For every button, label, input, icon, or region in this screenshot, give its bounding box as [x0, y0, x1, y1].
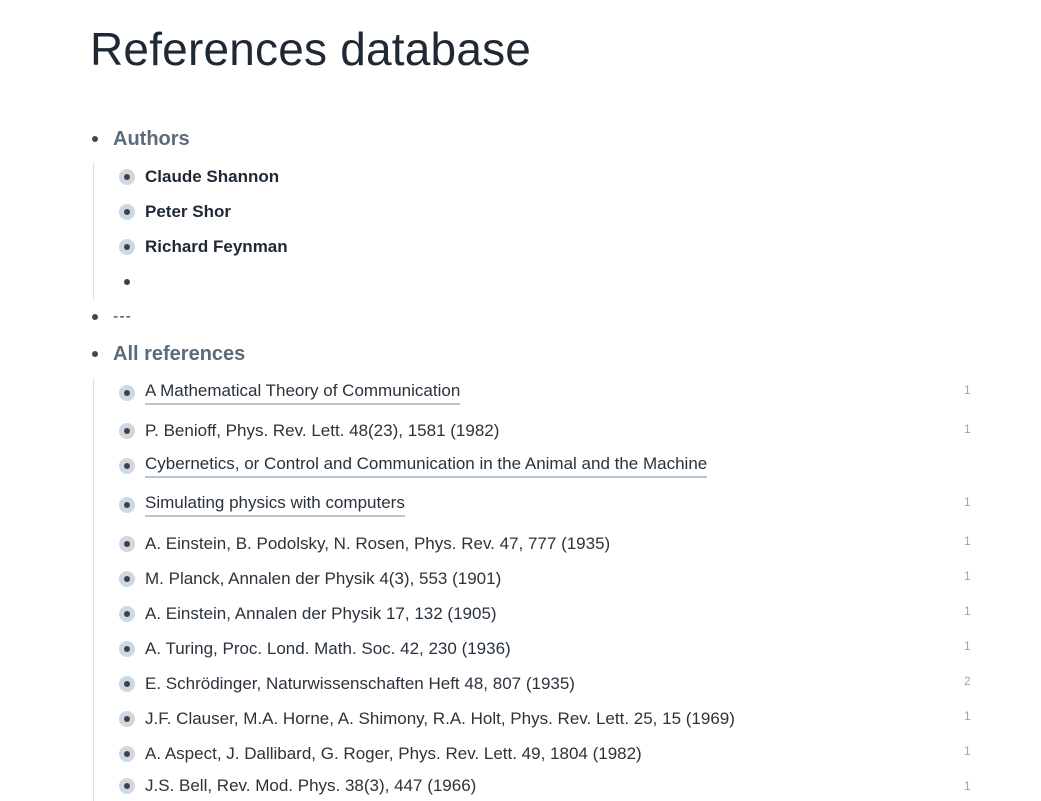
backlink-count[interactable]: 1 — [964, 744, 971, 758]
collapsed-bullet-icon[interactable] — [119, 571, 135, 587]
reference-item[interactable]: M. Planck, Annalen der Physik 4(3), 553 … — [119, 564, 501, 594]
collapsed-bullet-icon[interactable] — [119, 497, 135, 513]
section-heading-authors[interactable]: Authors — [113, 127, 190, 150]
collapsed-bullet-icon[interactable] — [119, 169, 135, 185]
bullet-icon[interactable] — [92, 314, 98, 320]
collapsed-bullet-icon[interactable] — [119, 711, 135, 727]
children-guide-line[interactable] — [93, 378, 94, 801]
reference-item[interactable]: A. Aspect, J. Dallibard, G. Roger, Phys.… — [119, 739, 642, 769]
empty-author-item[interactable] — [119, 267, 130, 297]
outline-node-authors[interactable]: Authors — [90, 127, 190, 151]
reference-text[interactable]: M. Planck, Annalen der Physik 4(3), 553 … — [145, 569, 502, 588]
author-name[interactable]: Richard Feynman — [145, 237, 288, 256]
collapsed-bullet-icon[interactable] — [119, 239, 135, 255]
backlink-count[interactable]: 1 — [964, 422, 971, 436]
reference-text[interactable]: A. Aspect, J. Dallibard, G. Roger, Phys.… — [145, 744, 642, 763]
bullet-icon[interactable] — [92, 136, 98, 142]
reference-link[interactable]: Cybernetics, or Control and Communicatio… — [145, 454, 708, 478]
author-item[interactable]: Claude Shannon — [119, 162, 279, 192]
outline-node-all-references[interactable]: All references — [90, 342, 245, 366]
backlink-count[interactable]: 1 — [964, 569, 971, 583]
reference-text[interactable]: J.S. Bell, Rev. Mod. Phys. 38(3), 447 (1… — [145, 776, 477, 795]
reference-item[interactable]: J.S. Bell, Rev. Mod. Phys. 38(3), 447 (1… — [119, 771, 476, 801]
reference-item[interactable]: A. Einstein, B. Podolsky, N. Rosen, Phys… — [119, 529, 610, 559]
reference-text[interactable]: A. Einstein, Annalen der Physik 17, 132 … — [145, 604, 497, 623]
reference-item[interactable]: E. Schrödinger, Naturwissenschaften Heft… — [119, 669, 575, 699]
children-guide-line[interactable] — [93, 162, 94, 300]
reference-text[interactable]: E. Schrödinger, Naturwissenschaften Heft… — [145, 674, 575, 693]
collapsed-bullet-icon[interactable] — [119, 746, 135, 762]
reference-item[interactable]: A Mathematical Theory of Communication — [119, 378, 461, 408]
collapsed-bullet-icon[interactable] — [119, 458, 135, 474]
backlink-count[interactable]: 1 — [964, 779, 971, 793]
reference-text[interactable]: P. Benioff, Phys. Rev. Lett. 48(23), 158… — [145, 421, 500, 440]
backlink-count[interactable]: 1 — [964, 639, 971, 653]
reference-item[interactable]: Cybernetics, or Control and Communicatio… — [119, 451, 708, 481]
author-item[interactable]: Richard Feynman — [119, 232, 288, 262]
separator-text[interactable]: --- — [113, 308, 132, 325]
reference-link[interactable]: A Mathematical Theory of Communication — [145, 381, 461, 405]
reference-item[interactable]: J.F. Clauser, M.A. Horne, A. Shimony, R.… — [119, 704, 735, 734]
section-heading-all-references[interactable]: All references — [113, 342, 246, 365]
collapsed-bullet-icon[interactable] — [119, 204, 135, 220]
reference-item[interactable]: A. Einstein, Annalen der Physik 17, 132 … — [119, 599, 497, 629]
collapsed-bullet-icon[interactable] — [119, 641, 135, 657]
bullet-icon[interactable] — [124, 279, 130, 285]
reference-text[interactable]: J.F. Clauser, M.A. Horne, A. Shimony, R.… — [145, 709, 735, 728]
outline-node-separator[interactable]: --- — [90, 305, 132, 329]
author-name[interactable]: Claude Shannon — [145, 167, 280, 186]
reference-item[interactable]: P. Benioff, Phys. Rev. Lett. 48(23), 158… — [119, 416, 499, 446]
backlink-count[interactable]: 1 — [964, 495, 971, 509]
reference-link[interactable]: Simulating physics with computers — [145, 493, 405, 517]
page-title: References database — [90, 23, 532, 75]
backlink-count[interactable]: 1 — [964, 383, 971, 397]
collapsed-bullet-icon[interactable] — [119, 385, 135, 401]
backlink-count[interactable]: 2 — [964, 674, 971, 688]
backlink-count[interactable]: 1 — [964, 709, 971, 723]
reference-item[interactable]: Simulating physics with computers — [119, 490, 405, 520]
reference-text[interactable]: A. Einstein, B. Podolsky, N. Rosen, Phys… — [145, 534, 611, 553]
bullet-icon[interactable] — [92, 351, 98, 357]
backlink-count[interactable]: 1 — [964, 604, 971, 618]
backlink-count[interactable]: 1 — [964, 534, 971, 548]
collapsed-bullet-icon[interactable] — [119, 536, 135, 552]
author-name[interactable]: Peter Shor — [145, 202, 231, 221]
reference-text[interactable]: A. Turing, Proc. Lond. Math. Soc. 42, 23… — [145, 639, 511, 658]
collapsed-bullet-icon[interactable] — [119, 778, 135, 794]
collapsed-bullet-icon[interactable] — [119, 676, 135, 692]
collapsed-bullet-icon[interactable] — [119, 423, 135, 439]
collapsed-bullet-icon[interactable] — [119, 606, 135, 622]
reference-item[interactable]: A. Turing, Proc. Lond. Math. Soc. 42, 23… — [119, 634, 511, 664]
author-item[interactable]: Peter Shor — [119, 197, 231, 227]
